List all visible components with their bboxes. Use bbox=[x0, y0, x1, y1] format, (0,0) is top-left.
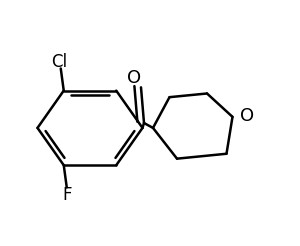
Text: Cl: Cl bbox=[51, 53, 67, 71]
Text: O: O bbox=[127, 69, 142, 87]
Text: O: O bbox=[240, 107, 254, 125]
Text: F: F bbox=[62, 186, 71, 204]
